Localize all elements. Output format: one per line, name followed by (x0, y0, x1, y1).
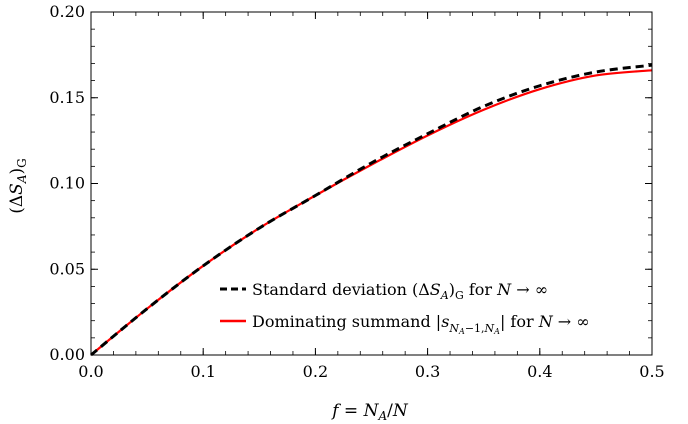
y-tick-label: 0.15 (49, 88, 85, 107)
legend: Standard deviation (ΔSA)G for N → ∞ Domi… (220, 280, 590, 336)
axis-ticks (90, 11, 653, 356)
y-tick-label: 0.05 (49, 259, 85, 278)
x-tick-label: 0.4 (527, 362, 552, 381)
series-line-standard-deviation (90, 63, 653, 357)
y-tick-label: 0.20 (49, 2, 85, 21)
x-tick-label: 0.2 (303, 362, 328, 381)
plot-frame (90, 11, 653, 356)
plot-lines (90, 63, 653, 357)
y-tick-label: 0.00 (49, 345, 85, 364)
x-tick-label: 0.0 (78, 362, 103, 381)
x-tick-label: 0.5 (639, 362, 664, 381)
y-tick-label: 0.10 (49, 174, 85, 193)
x-axis-label: f = NA/N (330, 401, 409, 423)
y-axis-label: (ΔSA)G (7, 158, 29, 213)
x-tick-label: 0.3 (415, 362, 440, 381)
axis-tick-labels: 0.0 0.1 0.2 0.3 0.4 0.5 0.00 0.05 0.10 0.15 0.20 (49, 2, 664, 381)
x-tick-label: 0.1 (190, 362, 215, 381)
legend-label-dominating-summand: Dominating summand |sNA−1,NA| for N → ∞ (252, 312, 590, 336)
legend-label-standard-deviation: Standard deviation (ΔSA)G for N → ∞ (252, 280, 548, 302)
